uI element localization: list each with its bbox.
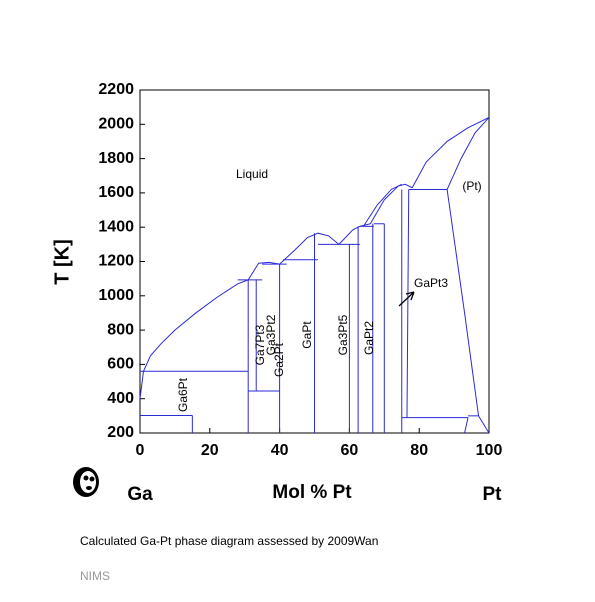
y-tick-label: 1400 xyxy=(98,218,134,235)
y-tick-label: 2000 xyxy=(98,116,134,133)
phase-boundary xyxy=(338,223,371,245)
phase-label: Ga3Pt2 xyxy=(264,314,278,355)
phase-boundary xyxy=(369,183,413,225)
y-tick-label: 600 xyxy=(107,356,134,373)
left-element: Ga xyxy=(127,484,153,505)
right-element: Pt xyxy=(483,484,503,505)
phase-boundary xyxy=(247,261,280,281)
phase-label: GaPt3 xyxy=(414,276,448,290)
x-tick-label: 60 xyxy=(341,442,359,459)
phase-boundary xyxy=(362,183,402,227)
caption: Calculated Ga-Pt phase diagram assessed … xyxy=(80,534,378,548)
arrow xyxy=(398,291,415,307)
phase-boundary xyxy=(279,232,340,265)
phase-label: (Pt) xyxy=(462,179,481,193)
phase-label: GaPt2 xyxy=(362,321,376,355)
x-tick-label: 0 xyxy=(136,442,145,459)
phase-label: Ga7Pt3 xyxy=(253,324,267,365)
x-tick-label: 20 xyxy=(201,442,219,459)
phase-label: Ga3Pt5 xyxy=(336,314,350,355)
y-tick-label: 1800 xyxy=(98,150,134,167)
phase-boundary xyxy=(406,189,410,418)
y-tick-label: 1600 xyxy=(98,184,134,201)
x-tick-label: 100 xyxy=(476,442,503,459)
y-tick-label: 200 xyxy=(107,424,134,441)
phase-boundary xyxy=(464,417,469,434)
phase-label: Ga2Pt xyxy=(272,342,286,377)
y-axis-label: T [K] xyxy=(51,239,73,285)
phase-boundary xyxy=(446,117,490,190)
phase-boundary xyxy=(139,279,249,399)
y-tick-label: 1200 xyxy=(98,253,134,270)
x-axis-label: Mol % Pt xyxy=(272,482,352,503)
y-tick-label: 800 xyxy=(107,321,134,338)
x-tick-label: 80 xyxy=(410,442,428,459)
x-tick-label: 40 xyxy=(271,442,289,459)
phase-label: GaPt xyxy=(300,321,314,349)
y-tick-label: 2200 xyxy=(98,81,134,98)
y-tick-label: 1000 xyxy=(98,287,134,304)
phase-label: Ga6Pt xyxy=(176,377,190,412)
y-tick-label: 400 xyxy=(107,390,134,407)
phase-boundary xyxy=(446,189,490,434)
phase-boundary xyxy=(411,116,490,188)
panda-icon xyxy=(73,467,99,497)
source: NIMS xyxy=(80,569,110,583)
phase-label: Liquid xyxy=(236,167,268,181)
